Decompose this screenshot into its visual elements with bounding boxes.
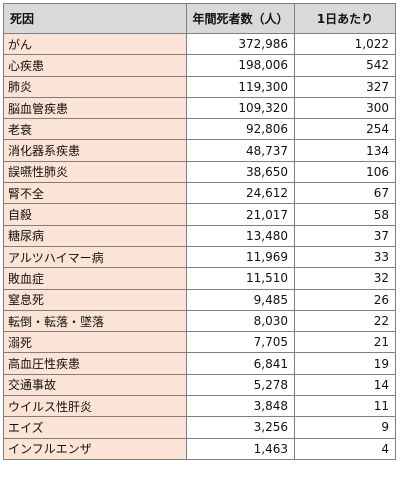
cell-per-day: 14 — [294, 373, 396, 397]
cell-annual-deaths: 38,650 — [186, 160, 295, 184]
table-container: 死因 年間死者数（人） 1日あたり がん 372,986 1,022 心疾患 198,0… — [3, 3, 396, 460]
cell-per-day: 106 — [294, 160, 396, 184]
cell-annual-deaths: 8,030 — [186, 309, 295, 333]
cell-per-day: 21 — [294, 331, 396, 354]
cell-cause: 交通事故 — [3, 373, 187, 397]
cell-annual-deaths: 119,300 — [186, 75, 295, 98]
cell-annual-deaths: 48,737 — [186, 139, 295, 162]
cell-cause: 消化器系疾患 — [3, 139, 187, 162]
table-row: 糖尿病 13,480 37 — [3, 224, 396, 247]
table-row: 心疾患 198,006 542 — [3, 54, 396, 77]
cell-per-day: 327 — [294, 75, 396, 98]
table-row: 誤嚥性肺炎 38,650 106 — [3, 160, 396, 184]
header-cause: 死因 — [3, 3, 187, 34]
cell-cause: 敗血症 — [3, 267, 187, 290]
cell-cause: 糖尿病 — [3, 224, 187, 247]
table-row: 窒息死 9,485 26 — [3, 288, 396, 311]
table-row: 転倒・転落・墜落 8,030 22 — [3, 309, 396, 333]
cell-cause: 溺死 — [3, 331, 187, 354]
cell-cause: ウイルス性肝炎 — [3, 395, 187, 418]
cell-per-day: 4 — [294, 437, 396, 460]
table-row: ウイルス性肝炎 3,848 11 — [3, 395, 396, 418]
cell-annual-deaths: 92,806 — [186, 118, 295, 141]
cell-per-day: 300 — [294, 96, 396, 120]
cell-per-day: 37 — [294, 224, 396, 247]
cell-cause: 自殺 — [3, 203, 187, 226]
cell-per-day: 542 — [294, 54, 396, 77]
cell-cause: 心疾患 — [3, 54, 187, 77]
cell-per-day: 67 — [294, 182, 396, 205]
cell-annual-deaths: 21,017 — [186, 203, 295, 226]
cell-annual-deaths: 11,510 — [186, 267, 295, 290]
cell-annual-deaths: 3,256 — [186, 416, 295, 439]
cell-cause: インフルエンザ — [3, 437, 187, 460]
table-row: 溺死 7,705 21 — [3, 331, 396, 354]
cell-per-day: 33 — [294, 245, 396, 269]
cell-per-day: 9 — [294, 416, 396, 439]
table-row: インフルエンザ 1,463 4 — [3, 437, 396, 460]
header-row: 死因 年間死者数（人） 1日あたり — [3, 3, 396, 34]
cell-annual-deaths: 5,278 — [186, 373, 295, 397]
table-row: 老衰 92,806 254 — [3, 118, 396, 141]
table-row: 自殺 21,017 58 — [3, 203, 396, 226]
table-row: エイズ 3,256 9 — [3, 416, 396, 439]
cell-cause: 窒息死 — [3, 288, 187, 311]
table-row: 敗血症 11,510 32 — [3, 267, 396, 290]
header-per-day: 1日あたり — [294, 3, 396, 34]
cell-per-day: 254 — [294, 118, 396, 141]
table-body: がん 372,986 1,022 心疾患 198,006 542 肺炎 119,300 327 脳… — [3, 32, 396, 460]
cell-per-day: 19 — [294, 352, 396, 375]
cell-cause: アルツハイマー病 — [3, 245, 187, 269]
cell-annual-deaths: 11,969 — [186, 245, 295, 269]
cell-cause: 高血圧性疾患 — [3, 352, 187, 375]
table-row: がん 372,986 1,022 — [3, 32, 396, 56]
header-annual-deaths: 年間死者数（人） — [186, 3, 295, 34]
cell-annual-deaths: 372,986 — [186, 32, 295, 56]
cell-annual-deaths: 24,612 — [186, 182, 295, 205]
cell-cause: エイズ — [3, 416, 187, 439]
cause-of-death-table: 死因 年間死者数（人） 1日あたり がん 372,986 1,022 心疾患 198,0… — [3, 3, 396, 460]
cell-cause: 老衰 — [3, 118, 187, 141]
table-row: アルツハイマー病 11,969 33 — [3, 245, 396, 269]
cell-cause: 脳血管疾患 — [3, 96, 187, 120]
cell-per-day: 134 — [294, 139, 396, 162]
table-row: 高血圧性疾患 6,841 19 — [3, 352, 396, 375]
cell-annual-deaths: 9,485 — [186, 288, 295, 311]
cell-per-day: 1,022 — [294, 32, 396, 56]
cell-per-day: 58 — [294, 203, 396, 226]
table-row: 脳血管疾患 109,320 300 — [3, 96, 396, 120]
cell-annual-deaths: 3,848 — [186, 395, 295, 418]
cell-annual-deaths: 198,006 — [186, 54, 295, 77]
cell-cause: 腎不全 — [3, 182, 187, 205]
cell-annual-deaths: 6,841 — [186, 352, 295, 375]
table-row: 腎不全 24,612 67 — [3, 182, 396, 205]
cell-per-day: 22 — [294, 309, 396, 333]
cell-cause: がん — [3, 32, 187, 56]
table-row: 消化器系疾患 48,737 134 — [3, 139, 396, 162]
cell-annual-deaths: 109,320 — [186, 96, 295, 120]
cell-per-day: 26 — [294, 288, 396, 311]
table-row: 交通事故 5,278 14 — [3, 373, 396, 397]
cell-annual-deaths: 13,480 — [186, 224, 295, 247]
cell-per-day: 11 — [294, 395, 396, 418]
cell-cause: 誤嚥性肺炎 — [3, 160, 187, 184]
table-row: 肺炎 119,300 327 — [3, 75, 396, 98]
cell-per-day: 32 — [294, 267, 396, 290]
cell-annual-deaths: 1,463 — [186, 437, 295, 460]
cell-annual-deaths: 7,705 — [186, 331, 295, 354]
cell-cause: 転倒・転落・墜落 — [3, 309, 187, 333]
cell-cause: 肺炎 — [3, 75, 187, 98]
